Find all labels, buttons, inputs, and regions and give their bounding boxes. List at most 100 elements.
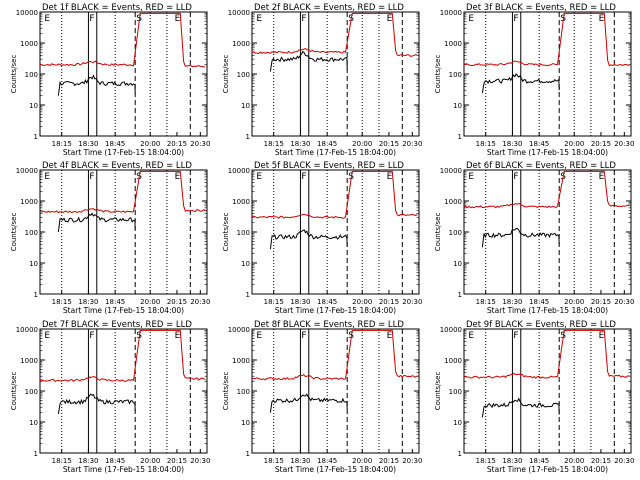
marker-label: F [89,172,94,182]
x-tick-label: 20:15 [591,457,611,465]
y-tick-label: 10 [453,419,462,427]
y-tick-label: 1 [458,450,462,458]
y-tick-label: 1 [246,133,250,141]
panel-title: Det 7f BLACK = Events, RED = LLD [42,320,192,330]
x-tick-label: 18:45 [317,140,337,148]
y-tick-label: 10000 [440,326,462,334]
x-tick-label: 20:00 [140,298,160,306]
x-tick-label: 18:30 [78,457,98,465]
panel-title: Det 4f BLACK = Events, RED = LLD [42,161,192,171]
events-series-line [57,393,136,415]
marker-label: E [468,14,474,24]
panel-6: Det 6f BLACK = Events, RED = LLD 1 10 100 10… [434,161,634,315]
marker-label: F [301,14,306,24]
x-axis-label: Start Time (17-Feb-15 18:04:00) [275,465,396,474]
events-series-line [481,228,560,248]
x-tick-label: 20:30 [402,140,422,148]
panel-title: Det 5f BLACK = Events, RED = LLD [254,161,404,171]
x-axis-label: Start Time (17-Feb-15 18:04:00) [275,148,396,157]
x-tick-label: 18:30 [78,298,98,306]
x-tick-label: 18:15 [264,140,284,148]
events-series-line [481,397,560,418]
y-tick-label: 10000 [228,326,250,334]
events-series-line [269,50,348,72]
panel-7: Det 7f BLACK = Events, RED = LLD 1 10 100 10… [10,320,210,474]
x-tick-label: 18:15 [52,140,72,148]
x-tick-label: 18:30 [502,457,522,465]
x-axis-label: Start Time (17-Feb-15 18:04:00) [487,306,608,315]
y-tick-label: 10000 [440,9,462,17]
marker-label: F [301,172,306,182]
panel-5: Det 5f BLACK = Events, RED = LLD 1 10 100 10… [222,161,422,315]
x-tick-label: 20:30 [402,457,422,465]
y-tick-label: 100 [449,71,462,79]
y-tick-label: 1 [246,291,250,299]
marker-label: E [387,172,393,182]
x-tick-label: 18:30 [290,140,310,148]
y-tick-label: 10 [29,260,38,268]
y-tick-label: 10000 [16,326,38,334]
lld-series-line [39,12,206,68]
marker-label: F [89,331,94,341]
panel-title: Det 9f BLACK = Events, RED = LLD [466,320,616,330]
y-axis-label: Counts/sec [434,55,442,94]
x-tick-label: 18:45 [317,457,337,465]
x-tick-label: 18:15 [476,298,496,306]
y-tick-label: 1000 [232,357,250,365]
x-tick-label: 20:15 [591,140,611,148]
y-tick-label: 10000 [228,167,250,175]
x-axis-label: Start Time (17-Feb-15 18:04:00) [487,465,608,474]
y-tick-label: 10 [29,419,38,427]
y-tick-label: 1000 [20,357,38,365]
x-tick-label: 18:45 [529,457,549,465]
y-axis-label: Counts/sec [10,55,18,94]
marker-label: F [513,172,518,182]
lld-series-line [463,170,630,209]
y-axis-label: Counts/sec [10,213,18,252]
x-tick-label: 20:00 [352,298,372,306]
marker-label: F [513,331,518,341]
y-axis-label: Counts/sec [222,372,230,411]
panel-4: Det 4f BLACK = Events, RED = LLD 1 10 100 10… [10,161,210,315]
x-tick-label: 20:00 [564,457,584,465]
lld-series-line [463,12,630,67]
marker-label: E [256,172,262,182]
y-tick-label: 1000 [444,198,462,206]
x-tick-label: 18:30 [78,140,98,148]
y-tick-label: 10000 [228,9,250,17]
y-tick-label: 10 [241,260,250,268]
lld-series-line [39,170,206,214]
y-tick-label: 10000 [16,9,38,17]
y-tick-label: 10 [29,102,38,110]
x-tick-label: 18:15 [52,298,72,306]
x-tick-label: 18:45 [317,298,337,306]
marker-label: E [175,331,181,341]
lld-series-line [251,12,418,58]
x-tick-label: 18:30 [502,140,522,148]
y-tick-label: 100 [25,71,38,79]
x-tick-label: 20:00 [564,298,584,306]
y-tick-label: 1000 [232,40,250,48]
events-series-line [481,73,560,94]
y-tick-label: 100 [237,71,250,79]
events-series-line [269,229,348,250]
x-tick-label: 20:00 [352,140,372,148]
y-tick-label: 1 [246,450,250,458]
y-tick-label: 1000 [444,357,462,365]
y-tick-label: 1 [34,133,38,141]
x-tick-label: 18:45 [529,298,549,306]
marker-label: E [44,331,50,341]
marker-label: E [468,172,474,182]
lld-series-line [251,329,418,381]
x-tick-label: 20:30 [402,298,422,306]
x-tick-label: 18:30 [502,298,522,306]
marker-label: F [513,14,518,24]
y-tick-label: 1 [458,133,462,141]
x-tick-label: 20:30 [190,298,210,306]
x-tick-label: 20:30 [614,298,634,306]
x-tick-label: 18:30 [290,298,310,306]
y-tick-label: 100 [237,229,250,237]
y-tick-label: 10000 [440,167,462,175]
marker-label: E [387,14,393,24]
